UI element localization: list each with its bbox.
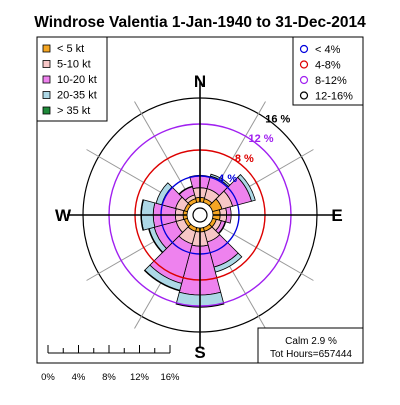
speed-legend-label: 5-10 kt	[57, 59, 91, 71]
speed-legend-swatch	[42, 91, 51, 99]
ring-label: 16 %	[265, 113, 290, 125]
speed-legend-label: 20-35 kt	[57, 90, 97, 102]
speed-legend-label: > 35 kt	[57, 105, 90, 117]
speed-legend-swatch	[42, 75, 51, 84]
ring-legend-marker	[299, 60, 309, 69]
compass-label: N	[194, 72, 206, 91]
ring-legend-box	[292, 36, 364, 106]
compass-label: S	[194, 343, 205, 362]
ring-legend-label: 4-8%	[315, 60, 341, 72]
ring-legend-marker	[299, 75, 309, 85]
scale-tick-label: 8%	[102, 372, 116, 383]
scale-tick-label: 12%	[130, 372, 150, 383]
ring-legend-marker	[299, 91, 309, 100]
ring-legend-label: 12-16%	[315, 91, 353, 103]
ring-legend-label: 8-12%	[315, 75, 347, 87]
scale-tick-label: 0%	[41, 372, 55, 383]
scale-tick-label: 16%	[160, 372, 180, 383]
compass-label: E	[331, 206, 342, 225]
speed-legend-swatch	[42, 60, 51, 68]
compass-label: W	[55, 206, 72, 225]
chart-title: Windrose Valentia 1-Jan-1940 to 31-Dec-2…	[34, 14, 366, 31]
speed-legend-label: 10-20 kt	[57, 74, 97, 86]
rose-layer: 4 % 8 % 12 % 16 % N E S W	[55, 72, 343, 362]
calm-box	[257, 327, 364, 364]
ring-legend-label: < 4%	[315, 44, 341, 56]
total-hours-text: Tot Hours=657444	[270, 349, 352, 360]
speed-legend-swatch	[42, 44, 51, 53]
ring-label: 12 %	[249, 133, 274, 145]
legend-layer: < 5 kt 5-10 kt 10-20 kt 20-35 kt > 35 kt < 4%…	[36, 36, 364, 122]
ring-label: 8 %	[235, 153, 254, 165]
ring-legend-marker	[299, 44, 309, 54]
wind-sector	[140, 199, 144, 231]
wind-sector	[178, 185, 193, 195]
speed-legend-label: < 5 kt	[57, 43, 84, 55]
wind-sector	[237, 173, 256, 202]
plot-frame	[36, 36, 364, 364]
grid-spoke	[134, 101, 194, 204]
calm-circle	[192, 207, 208, 223]
grid-spoke	[211, 221, 314, 281]
wind-sector	[143, 269, 181, 292]
scale-tick-label: 4%	[72, 372, 86, 383]
ring-label: 4 %	[218, 173, 237, 185]
calm-text: Calm 2.9 %	[285, 336, 337, 347]
scale-bar: 0% 4% 8% 12% 16%	[41, 345, 180, 383]
speed-legend-swatch	[42, 106, 51, 115]
